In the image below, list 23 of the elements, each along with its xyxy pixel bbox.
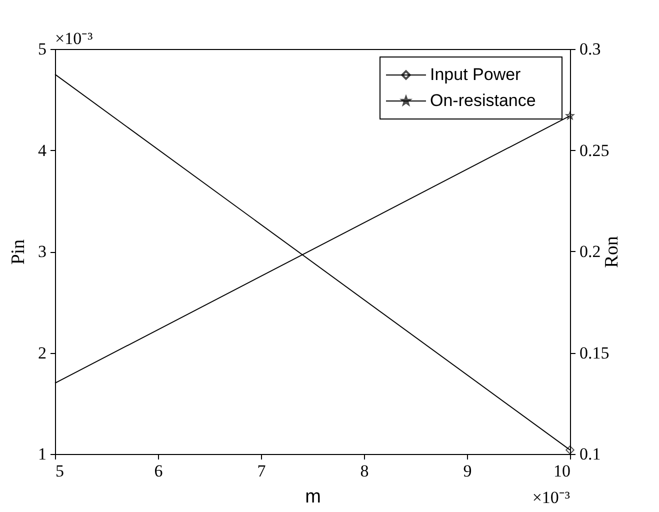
x-tick-label: 9 bbox=[463, 462, 472, 480]
x-tick-label: 6 bbox=[154, 462, 163, 480]
y-tick-label: 5 bbox=[38, 40, 46, 58]
y-tick-label: 3 bbox=[38, 242, 46, 261]
y2-tick-label: 0.15 bbox=[580, 343, 610, 362]
legend-label: Input Power bbox=[430, 65, 522, 84]
y-axis-title: Pin bbox=[8, 238, 29, 265]
x-tick-label: 7 bbox=[257, 462, 266, 480]
x-tick-label: 10 bbox=[554, 462, 570, 480]
text: ×10⁻³ bbox=[532, 488, 570, 507]
x-tick-label: 5 bbox=[56, 462, 64, 480]
x-axis-title: m bbox=[305, 486, 321, 508]
x-tick-label: 8 bbox=[360, 462, 369, 480]
y2-tick-label: 0.3 bbox=[580, 40, 601, 58]
y-tick-label: 1 bbox=[38, 444, 46, 464]
legend-label: On-resistance bbox=[430, 91, 536, 110]
y-tick-label: 2 bbox=[38, 343, 46, 362]
y2-axis-title: Ron bbox=[601, 236, 622, 268]
text: ×10⁻³ bbox=[55, 29, 93, 48]
y2-tick-label: 0.1 bbox=[580, 444, 601, 464]
y2-tick-label: 0.25 bbox=[580, 140, 610, 160]
y2-tick-label: 0.2 bbox=[580, 242, 601, 261]
y-tick-label: 4 bbox=[38, 140, 47, 160]
